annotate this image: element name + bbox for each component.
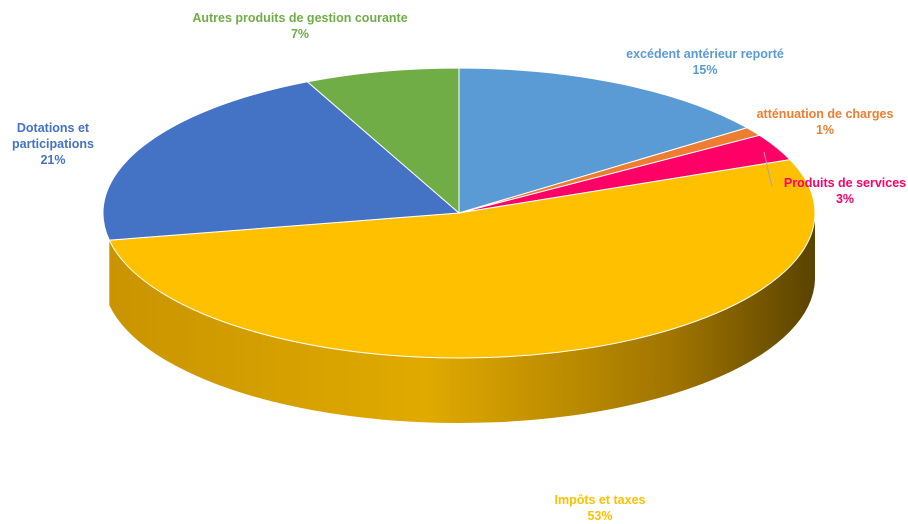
label-name: excédent antérieur reporté [626, 47, 784, 61]
label-name: Produits de services [783, 176, 907, 190]
label-value: 7% [290, 27, 310, 41]
label-name: atténuation de charges [756, 107, 894, 121]
label-value: 3% [835, 192, 855, 206]
pie-slice-0 [458, 67, 749, 214]
label-value: 21% [40, 153, 66, 167]
label-attenuation-de-charges: atténuation de charges 1% [735, 106, 908, 138]
label-produits-de-services: Produits de services 3% [770, 175, 908, 207]
label-dotations-et-participations: Dotations et participations 21% [0, 120, 108, 168]
pie-slice-4 [102, 81, 461, 241]
pie-slice-side-impots-et-taxes [109, 214, 815, 424]
label-name: Impôts et taxes [554, 493, 646, 507]
pie-slice-5 [306, 67, 460, 215]
leader-line-produits-de-services [763, 151, 773, 188]
label-value: 1% [815, 123, 835, 137]
label-value: 15% [692, 63, 718, 77]
label-autres-produits-de-gestion-courante: Autres produits de gestion courante 7% [190, 10, 410, 42]
label-name: Autres produits de gestion courante [192, 11, 408, 25]
label-impots-et-taxes: Impôts et taxes 53% [520, 492, 680, 524]
label-value: 53% [587, 509, 613, 523]
label-name: Dotations et participations [12, 121, 94, 151]
pie-slice-3 [108, 159, 816, 359]
label-excedent-anterieur-reporte: excédent antérieur reporté 15% [600, 46, 810, 78]
